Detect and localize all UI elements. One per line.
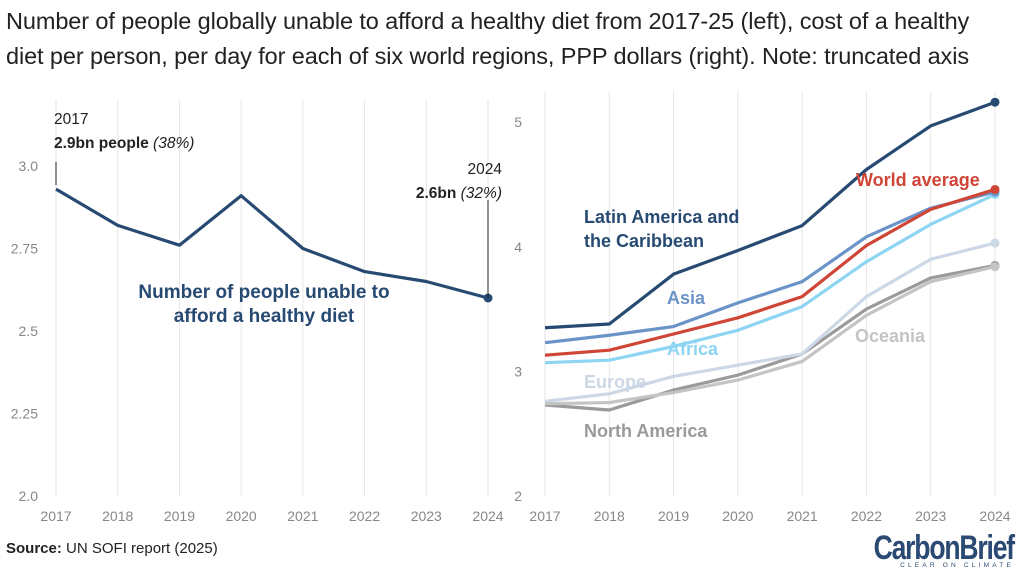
left-series-line xyxy=(55,187,489,300)
annotation-2017-value-share: (38%) xyxy=(149,135,195,152)
left-x-tick-label: 2018 xyxy=(102,508,133,524)
series-line-europe xyxy=(544,241,996,403)
series-label-latin-america-and-the-caribbean-line1: Latin America and xyxy=(584,207,739,227)
series-label-north-america: North America xyxy=(584,421,708,441)
right-x-tick-label: 2022 xyxy=(851,508,882,524)
annotation-2017-value: 2.9bn people (38%) xyxy=(54,135,194,152)
series-label-world-average: World average xyxy=(856,170,980,190)
series-line-africa xyxy=(544,192,996,365)
right-x-tick-label: 2021 xyxy=(787,508,818,524)
left-y-tick-label: 2.75 xyxy=(11,241,38,257)
right-x-tick-label: 2017 xyxy=(529,508,560,524)
left-x-tick-label: 2020 xyxy=(226,508,257,524)
left-y-tick-label: 2.0 xyxy=(19,488,39,504)
source-note: Source: UN SOFI report (2025) xyxy=(6,540,218,557)
chart-title-line1: Number of people globally unable to affo… xyxy=(6,8,970,34)
logo-tagline: CLEAR ON CLIMATE xyxy=(900,562,1014,569)
series-label-africa: Africa xyxy=(667,339,719,359)
right-x-tick-label: 2024 xyxy=(979,508,1010,524)
series-line-oceania xyxy=(544,265,996,406)
left-y-tick-label: 2.5 xyxy=(19,323,39,339)
right-y-tick-label: 5 xyxy=(514,114,522,130)
right-x-tick-label: 2023 xyxy=(915,508,946,524)
series-line-latin-america-and-the-caribbean xyxy=(544,100,996,330)
series-line-north-america xyxy=(544,263,996,412)
series-endpoint-latin-america-and-the-caribbean xyxy=(990,97,1000,107)
chart-title: Number of people globally unable to affo… xyxy=(6,4,1018,74)
series-label-europe: Europe xyxy=(584,372,646,392)
series-endpoint-oceania xyxy=(990,262,1000,272)
right-y-tick-label: 2 xyxy=(514,488,522,504)
series-label-oceania: Oceania xyxy=(855,326,926,346)
series-label-asia: Asia xyxy=(667,288,706,308)
series-line-world-average xyxy=(544,187,996,357)
source-text: UN SOFI report (2025) xyxy=(61,540,218,557)
source-label: Source: xyxy=(6,540,62,557)
annotation-2024-value-share: (32%) xyxy=(456,185,502,202)
annotation-2017-year: 2017 xyxy=(54,111,88,128)
right-y-tick-label: 4 xyxy=(514,239,522,255)
right-x-tick-label: 2018 xyxy=(594,508,625,524)
left-y-tick-label: 2.25 xyxy=(11,406,38,422)
carbonbrief-logo: CarbonBrief CLEAR ON CLIMATE xyxy=(834,529,1016,569)
annotation-2024-value-bold: 2.6bn xyxy=(416,185,456,202)
series-endpoint-europe xyxy=(990,238,1000,248)
right-x-tick-label: 2019 xyxy=(658,508,689,524)
series-endpoint-world-average xyxy=(990,184,1000,194)
annotation-2017-value-bold: 2.9bn people xyxy=(54,135,149,152)
left-x-tick-label: 2021 xyxy=(287,508,318,524)
left-y-tick-label: 3.0 xyxy=(19,158,39,174)
chart-title-line2: diet per person, per day for each of six… xyxy=(6,43,969,69)
logo-wordmark: CarbonBrief xyxy=(873,529,1016,567)
left-x-tick-label: 2023 xyxy=(411,508,442,524)
right-x-tick-label: 2020 xyxy=(722,508,753,524)
left-x-tick-label: 2019 xyxy=(164,508,195,524)
left-series-label-line2: afford a healthy diet xyxy=(174,306,355,327)
annotation-2024-value: 2.6bn (32%) xyxy=(416,185,502,202)
series-label-latin-america-and-the-caribbean-line2: the Caribbean xyxy=(584,231,704,251)
left-x-tick-label: 2022 xyxy=(349,508,380,524)
left-x-tick-label: 2017 xyxy=(40,508,71,524)
left-x-tick-label: 2024 xyxy=(472,508,503,524)
series-line-asia xyxy=(544,190,996,345)
left-series-label-line1: Number of people unable to xyxy=(138,282,389,303)
right-y-tick-label: 3 xyxy=(514,363,522,379)
annotation-2024-year: 2024 xyxy=(468,161,503,178)
